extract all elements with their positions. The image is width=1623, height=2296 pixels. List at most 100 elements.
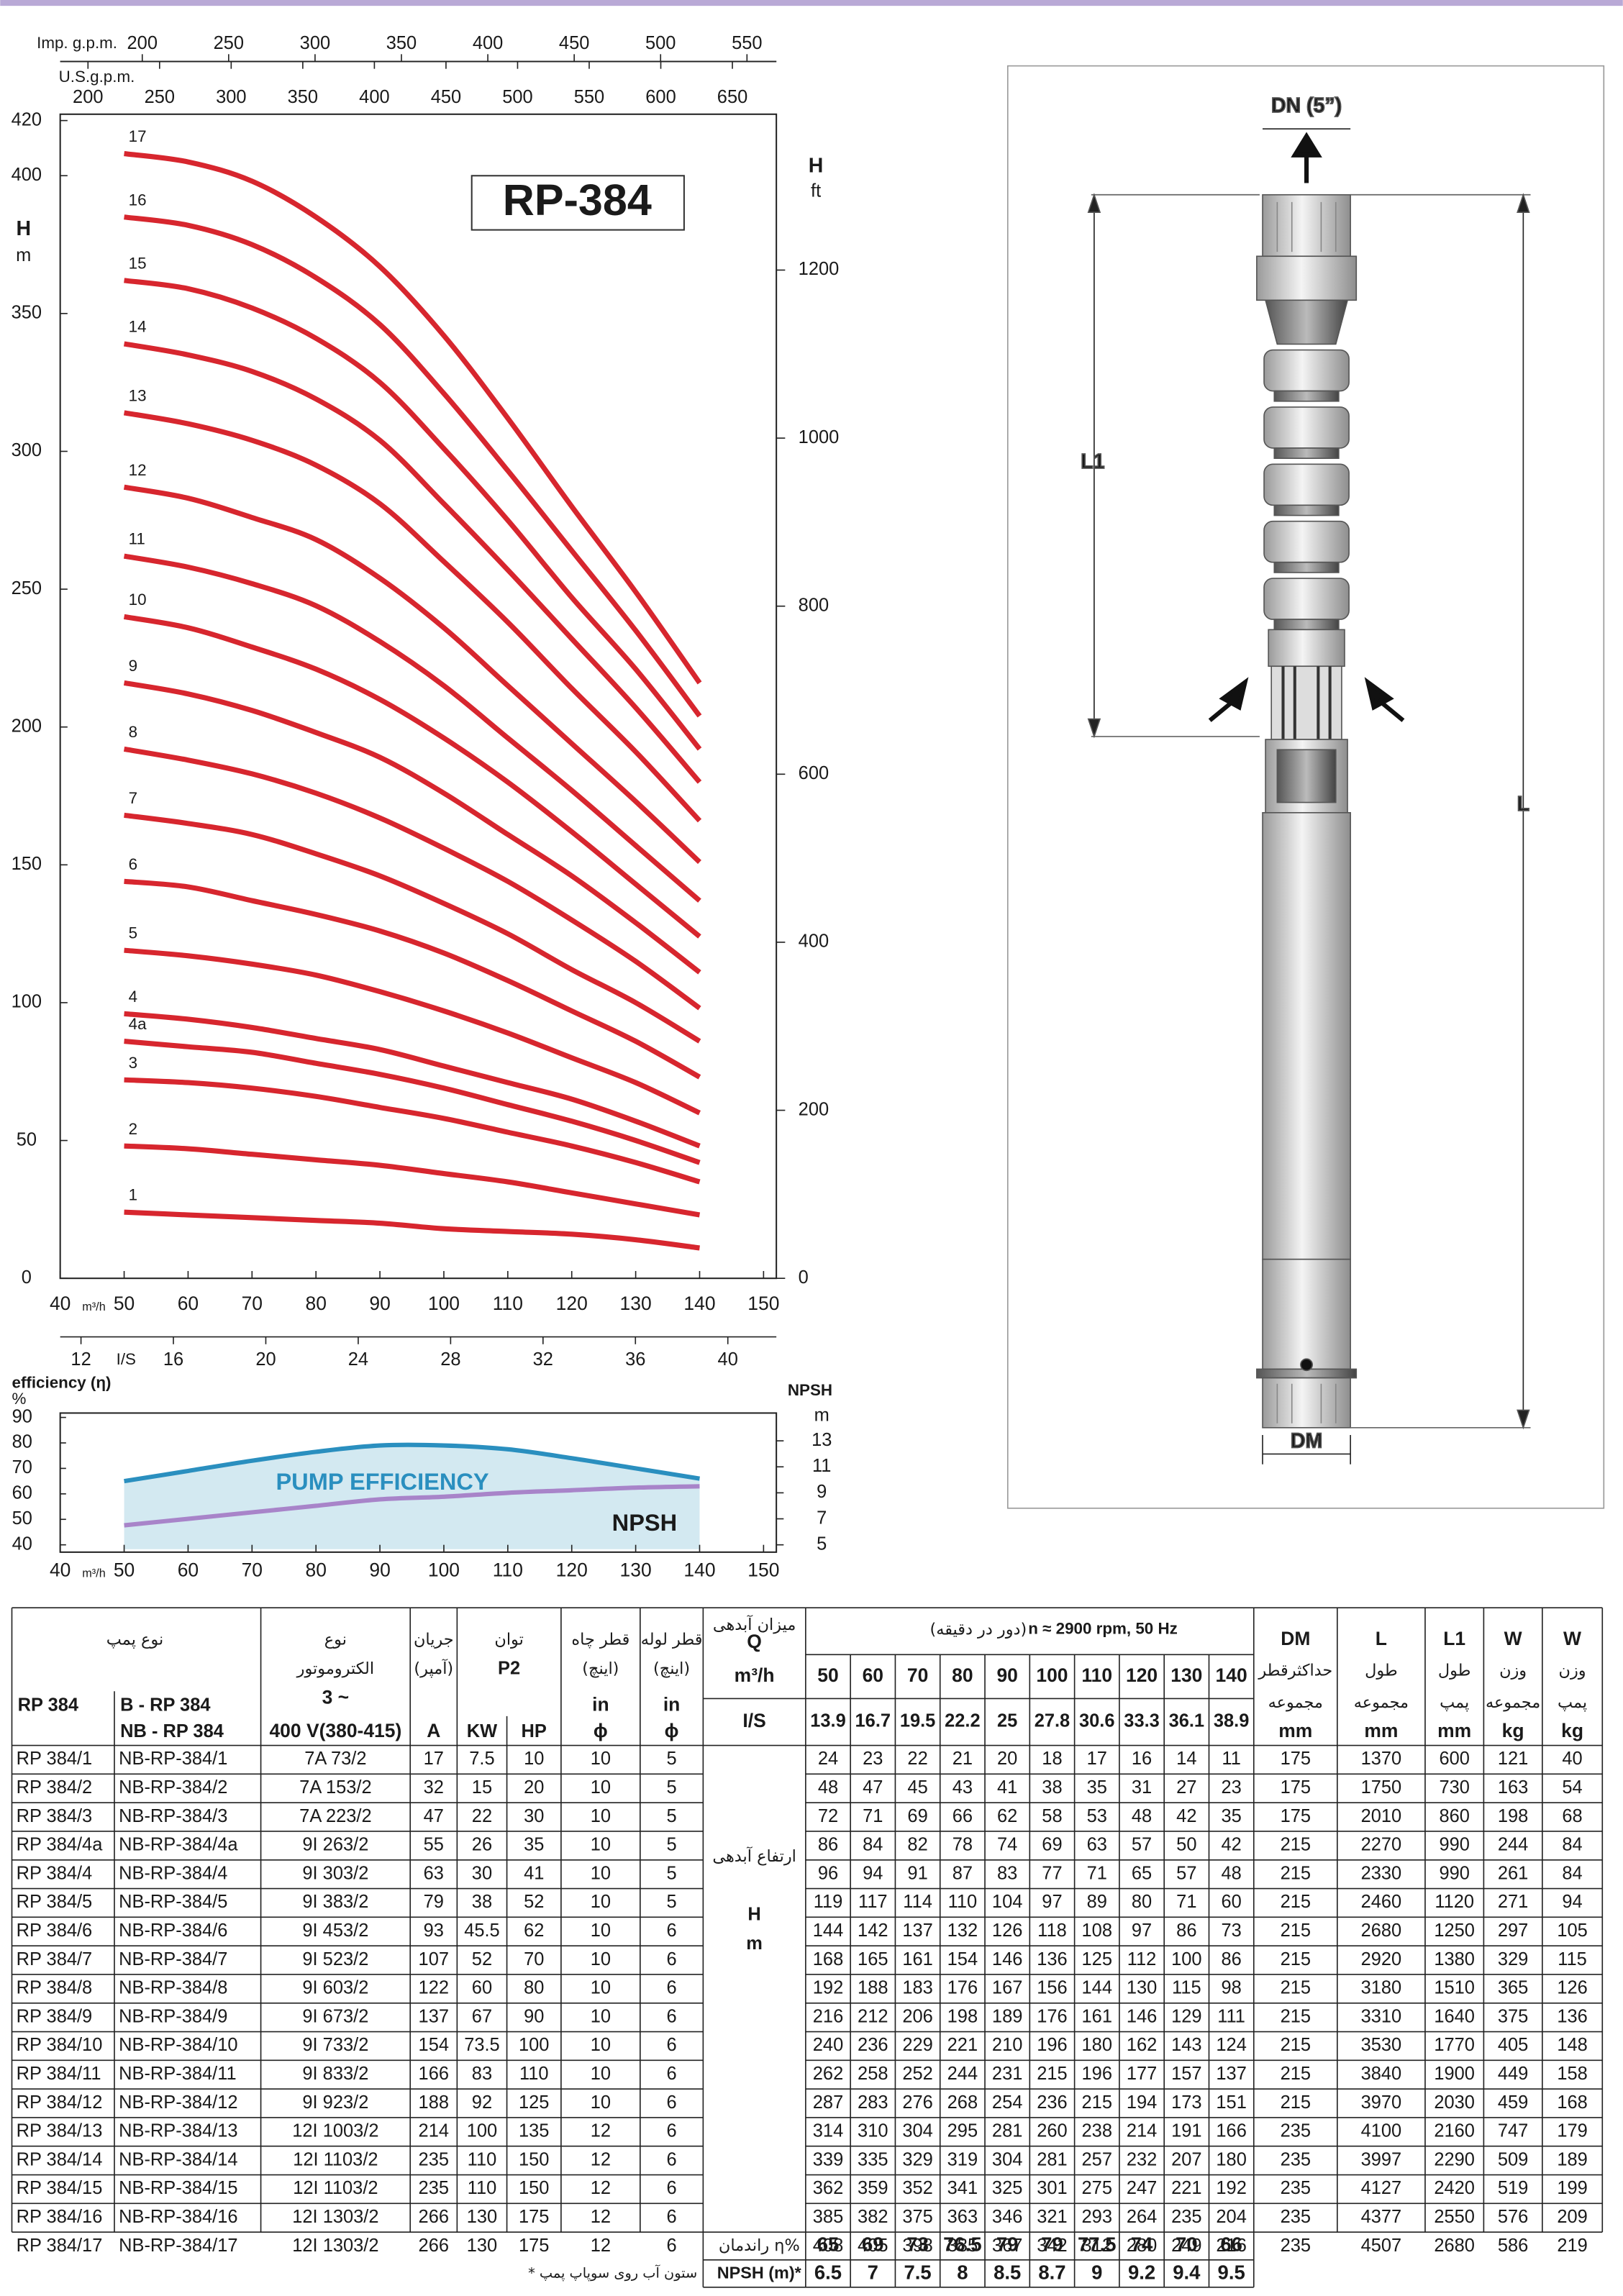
cell: 17 bbox=[424, 1749, 444, 1769]
cell: RP 384/13 bbox=[17, 2121, 103, 2141]
cell: NB-RP-384/14 bbox=[119, 2149, 237, 2169]
pump-part bbox=[1263, 520, 1350, 563]
ls-axis-tick-label: 36 bbox=[625, 1349, 645, 1370]
cell: 175 bbox=[1281, 1806, 1311, 1826]
cell: 235 bbox=[419, 2149, 449, 2169]
cell: 276 bbox=[902, 2092, 932, 2113]
cell: RP 384/11 bbox=[17, 2064, 101, 2084]
cell: 232 bbox=[1127, 2149, 1157, 2169]
imp-axis-title: Imp. g.p.m. bbox=[37, 34, 117, 52]
cell: 50 bbox=[1176, 1835, 1196, 1855]
header: نوع bbox=[324, 1631, 347, 1649]
cell: 12I 1303/2 bbox=[292, 2236, 378, 2256]
cell: 52 bbox=[472, 1949, 492, 1969]
cell: 10 bbox=[591, 1978, 611, 1998]
cell: 112 bbox=[1127, 1949, 1157, 1969]
cell: 990 bbox=[1439, 1835, 1469, 1855]
cell: 77.5 bbox=[1078, 2233, 1116, 2256]
cell: 9I 923/2 bbox=[302, 2092, 368, 2113]
ls-axis-tick-label: 20 bbox=[255, 1349, 276, 1370]
cell: RP 384/2 bbox=[17, 1777, 93, 1798]
cell: 192 bbox=[813, 1978, 843, 1998]
cell: 4127 bbox=[1361, 2178, 1402, 2198]
cell: 257 bbox=[1082, 2149, 1112, 2169]
pump-part bbox=[1006, 65, 1605, 1509]
cell: 22 bbox=[907, 1749, 927, 1769]
imp-axis-tick-label: 250 bbox=[214, 33, 244, 53]
pump-part bbox=[1281, 666, 1332, 740]
header: Q bbox=[747, 1631, 762, 1652]
pump-part bbox=[1262, 812, 1351, 1260]
cell: 144 bbox=[1082, 1978, 1112, 1998]
cell: 180 bbox=[1216, 2149, 1246, 2169]
cell: 136 bbox=[1037, 1949, 1067, 1969]
cell: 3997 bbox=[1361, 2149, 1402, 2169]
cell: 158 bbox=[1557, 2064, 1587, 2084]
row-label: NPSH (m)* bbox=[717, 2263, 802, 2282]
cell: 96 bbox=[818, 1863, 838, 1883]
cell: 126 bbox=[992, 1921, 1022, 1941]
cell: 312 bbox=[1082, 2236, 1112, 2256]
cell: 24 bbox=[818, 1749, 838, 1769]
cell: 40 bbox=[1562, 1749, 1582, 1769]
cell: 5 bbox=[667, 1863, 677, 1883]
header: طول bbox=[1365, 1661, 1398, 1680]
y2-tick-label: 600 bbox=[799, 763, 829, 783]
curve-label: 15 bbox=[129, 254, 147, 272]
cell: 9I 453/2 bbox=[302, 1921, 368, 1941]
cell: 137 bbox=[1216, 2064, 1246, 2084]
y-tick-label: 420 bbox=[12, 109, 42, 129]
cell: 10 bbox=[591, 1949, 611, 1969]
cell: 314 bbox=[813, 2121, 843, 2141]
header: kg bbox=[1561, 1720, 1583, 1741]
header: W bbox=[1504, 1628, 1522, 1649]
eff-tick-label: 40 bbox=[12, 1534, 32, 1554]
cell: 114 bbox=[903, 1892, 932, 1912]
pump-part bbox=[1364, 677, 1405, 722]
cell: 12I 1303/2 bbox=[292, 2207, 378, 2227]
cell: 295 bbox=[947, 2121, 978, 2141]
pump-part bbox=[1262, 1258, 1351, 1370]
header: A bbox=[427, 1720, 440, 1741]
cell: RP 384/1 bbox=[17, 1749, 93, 1769]
cell: 2010 bbox=[1361, 1806, 1402, 1826]
x-tick-label: 140 bbox=[683, 1293, 715, 1314]
cell: 179 bbox=[1557, 2121, 1587, 2141]
cell: NB-RP-384/1 bbox=[119, 1749, 227, 1769]
cell: 41 bbox=[997, 1777, 1017, 1798]
npsh-tick-label: 13 bbox=[812, 1430, 832, 1450]
x-tick-label: 70 bbox=[242, 1293, 263, 1314]
pump-part bbox=[1273, 504, 1340, 516]
cell: 747 bbox=[1498, 2121, 1528, 2141]
header: HP bbox=[522, 1721, 547, 1741]
cell: 219 bbox=[1557, 2236, 1587, 2256]
cell: 110 bbox=[468, 2149, 497, 2169]
eff-x-tick-label: 80 bbox=[305, 1559, 326, 1580]
x-tick-label: 80 bbox=[305, 1293, 326, 1314]
cell: 84 bbox=[1562, 1863, 1582, 1883]
cell: RP 384/4a bbox=[17, 1835, 104, 1855]
cell: 4507 bbox=[1361, 2236, 1402, 2256]
cell: 9.2 bbox=[1128, 2261, 1155, 2283]
cell: 67 bbox=[472, 2006, 492, 2026]
cell: 79 bbox=[424, 1892, 444, 1912]
x-tick-label: 50 bbox=[114, 1293, 135, 1314]
flow-ls-header: 36.1 bbox=[1169, 1711, 1205, 1731]
cell: 91 bbox=[907, 1863, 927, 1883]
cell: 199 bbox=[1557, 2178, 1587, 2198]
x-axis-unit: m³/h bbox=[82, 1300, 106, 1313]
cell: 97 bbox=[1042, 1892, 1062, 1912]
cell: 14 bbox=[1176, 1749, 1196, 1769]
cell: 42 bbox=[1176, 1806, 1196, 1826]
cell: 35 bbox=[1221, 1806, 1241, 1826]
y-axis-unit: m bbox=[16, 245, 31, 265]
curve-label: 6 bbox=[129, 855, 137, 873]
cell: 126 bbox=[1557, 1978, 1587, 1998]
cell: 188 bbox=[419, 2092, 449, 2113]
cell: NB-RP-384/9 bbox=[119, 2006, 227, 2026]
cell: RP 384/14 bbox=[17, 2149, 103, 2169]
cell: 136 bbox=[1557, 2006, 1587, 2026]
cell: 1510 bbox=[1434, 1978, 1475, 1998]
cell: 146 bbox=[1127, 2006, 1157, 2026]
cell: 20 bbox=[997, 1749, 1017, 1769]
